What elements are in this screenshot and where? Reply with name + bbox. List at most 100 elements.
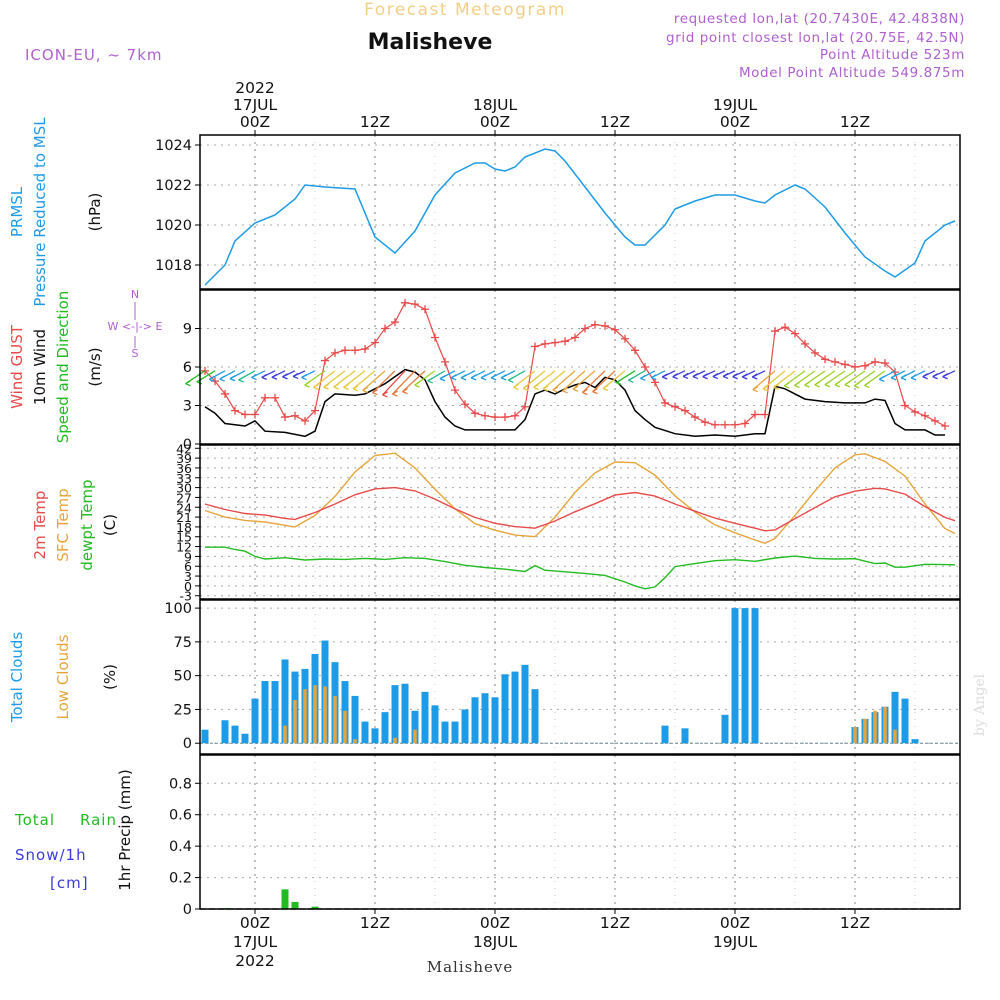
precip-label-total: Total: [14, 811, 55, 829]
y-tick-label: 0: [183, 736, 192, 752]
gust-marker: [621, 334, 629, 343]
wind-dir-arrowhead: [513, 383, 519, 390]
gust-marker: [571, 333, 579, 342]
compass-south: S: [132, 347, 139, 360]
gust-marker: [601, 321, 609, 330]
wind-dir-arrowhead: [414, 381, 420, 388]
wind-dir-arrowhead: [427, 377, 434, 384]
total-cloud-bar: [231, 725, 239, 744]
y-tick-label: 18: [176, 520, 192, 535]
wind-dir-arrowhead: [209, 375, 215, 382]
wind-dir-arrowhead: [692, 373, 699, 380]
wind-dir-arrowhead: [352, 385, 359, 392]
y-tick-label: 39: [176, 451, 192, 466]
wind-dir-arrowhead: [470, 374, 477, 381]
model-label: ICON-EU, ~ 7km: [25, 46, 163, 64]
y-tick-label: 1020: [155, 218, 192, 234]
y-tick-label: 1022: [155, 178, 192, 194]
total-cloud-bar: [451, 721, 459, 744]
wind-dir-arrowhead: [712, 373, 719, 380]
bottom-time-label: 00Z: [480, 914, 510, 932]
precip-label-rain: Rain: [80, 811, 117, 829]
gust-marker: [681, 406, 689, 415]
gust-marker: [901, 401, 909, 410]
gust-marker: [781, 323, 789, 332]
wind-dir-arrowhead: [229, 375, 236, 382]
gust-marker: [531, 342, 539, 351]
grid-lonlat: grid point closest lon,lat (20.75E, 42.5…: [666, 30, 965, 46]
wind-dir-arrowhead: [282, 373, 288, 380]
y-tick-label: 3: [183, 399, 192, 415]
wind-dir-arrowhead: [762, 385, 769, 392]
gust-marker: [241, 410, 249, 419]
y-tick-label: 42: [176, 441, 192, 456]
wind-dir-arrowhead: [661, 373, 668, 380]
low-cloud-bar: [343, 710, 347, 744]
wind-dir-arrowhead: [500, 374, 507, 381]
gust-marker: [271, 393, 279, 402]
gust-marker: [311, 406, 319, 415]
total-cloud-bar: [681, 728, 689, 744]
y-tick-label: 0: [183, 437, 192, 453]
wind-dir-arrowhead: [722, 372, 729, 380]
total-cloud-bar: [891, 691, 899, 744]
wind-dir-arrowhead: [323, 383, 329, 390]
bottom-time-label: 17JUL: [233, 933, 278, 951]
wind-dir-arrow: [352, 370, 376, 390]
gust-marker: [671, 402, 679, 411]
wind-dir-arrowhead: [890, 374, 897, 381]
y-tick-label: 0.2: [169, 871, 192, 887]
total-cloud-bar: [351, 695, 359, 744]
y-tick-label: 50: [174, 669, 192, 685]
clouds-label-total: Total Clouds: [8, 632, 26, 724]
wind-dir-arrowhead: [741, 373, 748, 380]
footer-location: Malisheve: [427, 958, 513, 976]
y-tick-label: 21: [176, 510, 192, 525]
y-tick-label: 0: [184, 579, 192, 594]
gust-marker: [771, 327, 779, 336]
wind-dir-arrowhead: [628, 376, 634, 383]
low-cloud-bar: [393, 737, 397, 744]
total-cloud-bar: [731, 608, 739, 744]
wind-dir-arrowhead: [343, 383, 349, 390]
gust-marker: [831, 357, 839, 366]
wind-dir-arrowhead: [864, 381, 870, 389]
wind-dir-arrow: [382, 370, 406, 396]
wind-dir-arrowhead: [834, 381, 841, 388]
wind-dir-arrowhead: [592, 388, 598, 395]
precip-unit: 1hr Precip (mm): [116, 769, 134, 890]
wind-dir-arrowhead: [773, 383, 779, 390]
bottom-time-label: 18JUL: [473, 933, 518, 951]
y-tick-label: 36: [176, 461, 192, 476]
total-cloud-bar: [201, 729, 209, 744]
clouds-unit: (%): [101, 664, 119, 690]
grid: [200, 135, 960, 910]
gust-marker: [431, 333, 439, 342]
gust-marker: [471, 409, 479, 418]
total-cloud-bar: [261, 681, 269, 744]
wind-label-gust: Wind GUST: [8, 324, 26, 409]
total-cloud-bar: [221, 720, 229, 744]
gust-marker: [551, 338, 559, 347]
low-cloud-bar: [353, 739, 357, 744]
header: Forecast Meteogram Malisheve ICON-EU, ~ 7k…: [25, 0, 988, 976]
data-layer: [185, 148, 960, 910]
wind-dir-arrowhead: [402, 388, 408, 395]
y-tick-label: 15: [176, 530, 192, 545]
gust-marker: [791, 329, 799, 338]
total-cloud-bar: [911, 739, 919, 744]
low-cloud-bar: [313, 685, 317, 744]
y-tick-label: 1018: [155, 258, 192, 274]
gust-marker: [291, 411, 299, 420]
gust-marker: [501, 413, 509, 422]
bottom-time-label: 12Z: [360, 914, 390, 932]
temp-label-2m: 2m Temp: [31, 491, 49, 560]
wind-dir-arrow: [581, 370, 606, 393]
gust-marker: [921, 411, 929, 420]
top-time-label: 00Z: [240, 113, 270, 131]
gust-marker: [221, 389, 229, 398]
gust-marker: [361, 345, 369, 354]
bottom-time-label: 00Z: [240, 914, 270, 932]
y-tick-label: 24: [176, 500, 192, 515]
compass-we: W <-|-> E: [108, 320, 163, 333]
